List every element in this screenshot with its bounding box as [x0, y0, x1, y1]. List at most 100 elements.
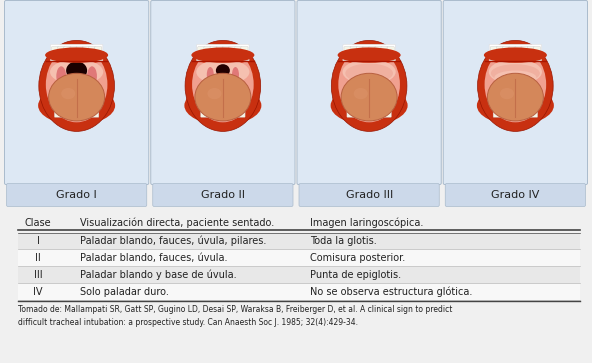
FancyBboxPatch shape	[52, 46, 59, 61]
FancyBboxPatch shape	[18, 266, 580, 282]
FancyBboxPatch shape	[80, 108, 86, 117]
Ellipse shape	[46, 47, 107, 122]
FancyBboxPatch shape	[533, 46, 540, 61]
FancyBboxPatch shape	[234, 46, 242, 61]
FancyBboxPatch shape	[213, 108, 220, 117]
FancyBboxPatch shape	[387, 46, 394, 61]
FancyBboxPatch shape	[73, 108, 80, 117]
Ellipse shape	[192, 47, 254, 122]
FancyBboxPatch shape	[18, 284, 580, 299]
FancyBboxPatch shape	[61, 108, 67, 117]
FancyBboxPatch shape	[356, 46, 363, 61]
FancyBboxPatch shape	[216, 46, 223, 61]
FancyBboxPatch shape	[198, 46, 205, 61]
FancyBboxPatch shape	[381, 46, 388, 61]
Text: Visualización directa, paciente sentado.: Visualización directa, paciente sentado.	[80, 218, 274, 228]
Text: Toda la glotis.: Toda la glotis.	[310, 236, 377, 246]
Ellipse shape	[50, 59, 103, 85]
FancyBboxPatch shape	[232, 108, 239, 117]
Ellipse shape	[232, 67, 239, 82]
FancyBboxPatch shape	[515, 46, 522, 61]
Ellipse shape	[478, 40, 553, 131]
FancyBboxPatch shape	[362, 46, 369, 61]
FancyBboxPatch shape	[151, 0, 295, 184]
Ellipse shape	[491, 64, 540, 82]
Ellipse shape	[477, 86, 554, 125]
Text: Clase: Clase	[25, 218, 52, 228]
FancyBboxPatch shape	[503, 46, 510, 61]
FancyBboxPatch shape	[92, 108, 99, 117]
FancyBboxPatch shape	[57, 46, 65, 61]
FancyBboxPatch shape	[204, 46, 211, 61]
Text: Tomado de: Mallampati SR, Gatt SP, Gugino LD, Desai SP, Waraksa B, Freiberger D,: Tomado de: Mallampati SR, Gatt SP, Gugin…	[18, 306, 452, 327]
Ellipse shape	[489, 59, 542, 85]
FancyBboxPatch shape	[18, 232, 580, 249]
FancyBboxPatch shape	[359, 108, 366, 117]
Ellipse shape	[365, 76, 374, 82]
FancyBboxPatch shape	[210, 46, 217, 61]
Ellipse shape	[484, 48, 547, 63]
FancyBboxPatch shape	[490, 46, 497, 61]
Ellipse shape	[185, 40, 260, 131]
FancyBboxPatch shape	[226, 108, 233, 117]
FancyBboxPatch shape	[519, 108, 525, 117]
Text: Comisura posterior.: Comisura posterior.	[310, 253, 406, 263]
Ellipse shape	[354, 88, 368, 99]
Ellipse shape	[337, 48, 401, 63]
Ellipse shape	[338, 47, 400, 122]
Ellipse shape	[500, 88, 514, 99]
Text: Solo paladar duro.: Solo paladar duro.	[80, 287, 169, 297]
Ellipse shape	[485, 47, 546, 122]
Text: Grado II: Grado II	[201, 190, 245, 200]
Text: III: III	[34, 270, 42, 280]
FancyBboxPatch shape	[378, 108, 385, 117]
Ellipse shape	[194, 45, 252, 66]
Text: Paladar blando, fauces, úvula, pilares.: Paladar blando, fauces, úvula, pilares.	[80, 236, 266, 246]
FancyBboxPatch shape	[299, 184, 439, 207]
FancyBboxPatch shape	[375, 46, 382, 61]
FancyBboxPatch shape	[241, 46, 248, 61]
Ellipse shape	[191, 48, 255, 63]
FancyBboxPatch shape	[95, 46, 102, 61]
Ellipse shape	[197, 59, 249, 85]
Text: Paladar blando, fauces, úvula.: Paladar blando, fauces, úvula.	[80, 253, 227, 263]
FancyBboxPatch shape	[506, 108, 512, 117]
FancyBboxPatch shape	[64, 46, 71, 61]
Text: No se observa estructura glótica.: No se observa estructura glótica.	[310, 287, 472, 297]
FancyBboxPatch shape	[443, 0, 587, 184]
Ellipse shape	[74, 86, 79, 90]
FancyBboxPatch shape	[350, 46, 358, 61]
FancyBboxPatch shape	[500, 108, 506, 117]
FancyBboxPatch shape	[344, 46, 351, 61]
FancyBboxPatch shape	[369, 46, 376, 61]
Ellipse shape	[45, 48, 108, 63]
Ellipse shape	[195, 73, 251, 121]
FancyBboxPatch shape	[512, 108, 519, 117]
Ellipse shape	[87, 66, 97, 86]
FancyBboxPatch shape	[239, 108, 245, 117]
Ellipse shape	[207, 88, 221, 99]
FancyBboxPatch shape	[88, 46, 96, 61]
Ellipse shape	[487, 73, 543, 121]
Ellipse shape	[330, 86, 408, 125]
FancyBboxPatch shape	[54, 108, 61, 117]
Ellipse shape	[220, 74, 226, 87]
FancyBboxPatch shape	[385, 108, 391, 117]
FancyBboxPatch shape	[82, 46, 89, 61]
FancyBboxPatch shape	[7, 184, 147, 207]
FancyBboxPatch shape	[50, 44, 103, 62]
Ellipse shape	[216, 64, 230, 77]
Ellipse shape	[494, 70, 536, 85]
Ellipse shape	[39, 40, 114, 131]
FancyBboxPatch shape	[496, 46, 504, 61]
FancyBboxPatch shape	[197, 44, 249, 62]
FancyBboxPatch shape	[347, 108, 353, 117]
Text: Imagen laringoscópica.: Imagen laringoscópica.	[310, 218, 423, 228]
Text: Grado IV: Grado IV	[491, 190, 539, 200]
Ellipse shape	[66, 61, 87, 79]
Ellipse shape	[56, 66, 66, 86]
Ellipse shape	[49, 73, 105, 121]
FancyBboxPatch shape	[223, 46, 230, 61]
FancyBboxPatch shape	[353, 108, 360, 117]
Text: Paladar blando y base de úvula.: Paladar blando y base de úvula.	[80, 270, 237, 280]
